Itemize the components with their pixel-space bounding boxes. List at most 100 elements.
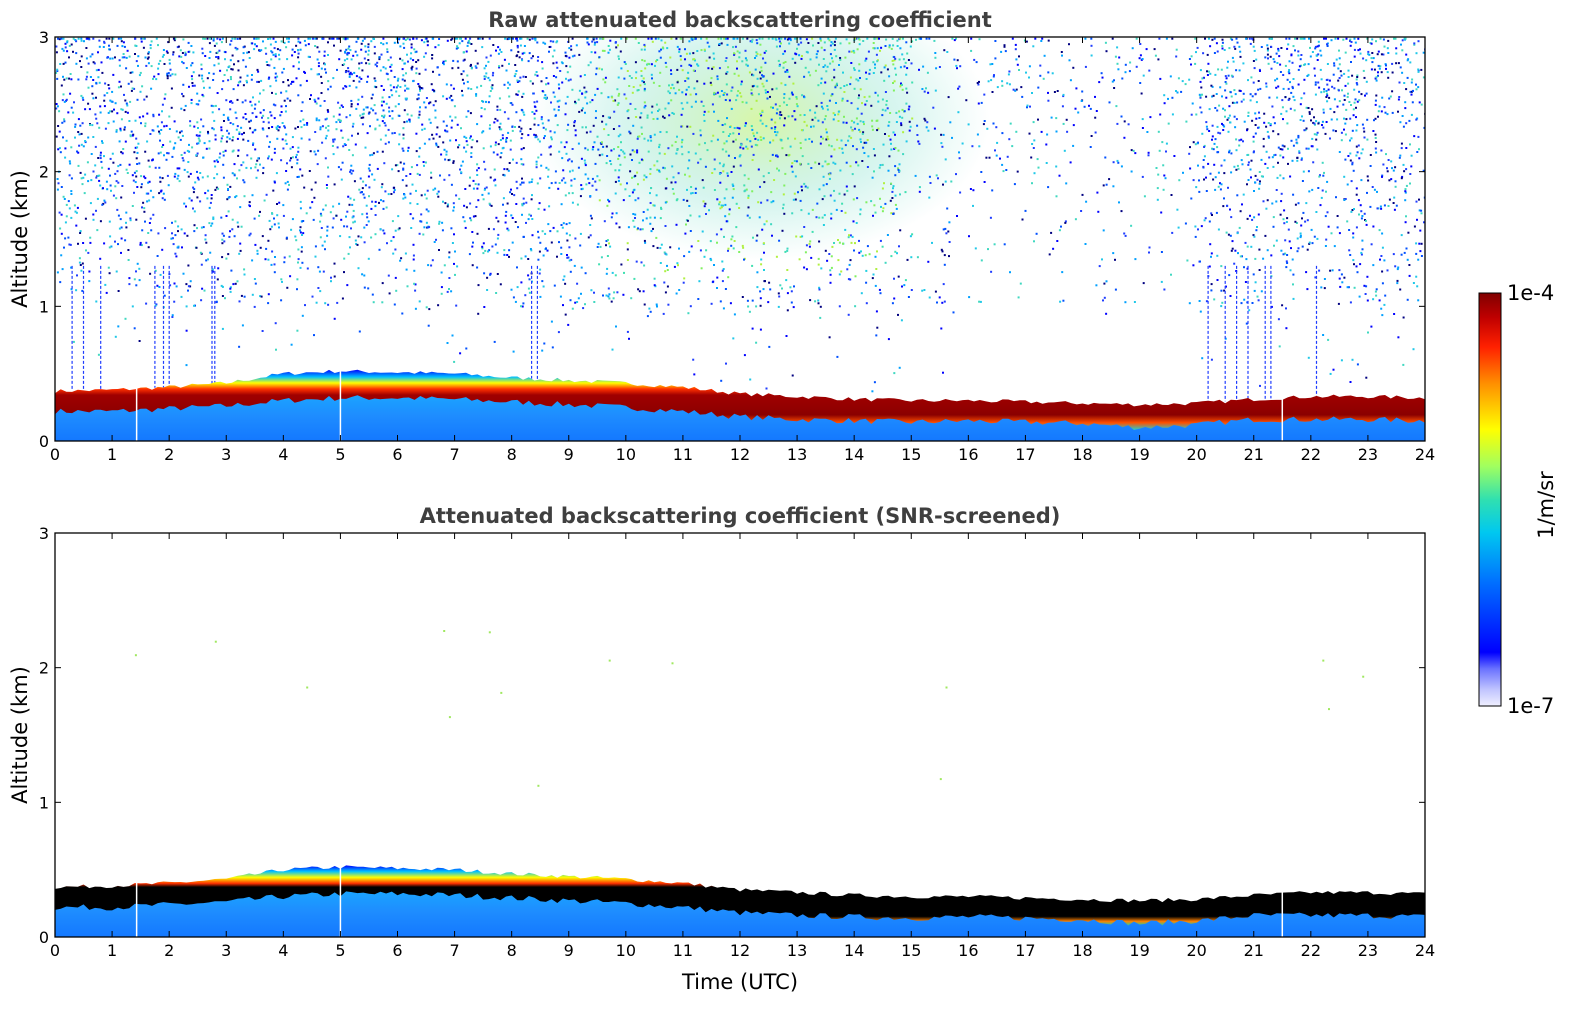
noise-pixel	[1363, 136, 1366, 139]
noise-pixel	[540, 164, 543, 167]
noise-pixel	[1001, 80, 1004, 83]
noise-pixel	[502, 173, 505, 176]
noise-pixel	[678, 247, 680, 250]
noise-pixel	[798, 54, 801, 57]
noise-pixel	[173, 175, 176, 178]
noise-pixel	[320, 67, 323, 70]
noise-pixel	[652, 204, 655, 207]
noise-pixel	[521, 181, 523, 184]
noise-pixel	[1231, 56, 1234, 59]
noise-pixel	[331, 226, 334, 229]
noise-pixel	[1408, 264, 1411, 266]
noise-pixel	[711, 67, 714, 70]
noise-pixel	[535, 166, 538, 169]
noise-pixel	[934, 56, 937, 59]
noise-pixel	[240, 126, 243, 129]
noise-pixel	[59, 63, 62, 65]
noise-pixel	[707, 110, 710, 113]
noise-pixel	[1205, 125, 1208, 128]
noise-pixel	[129, 217, 132, 220]
noise-pixel	[709, 257, 712, 260]
noise-pixel	[878, 166, 881, 169]
noise-pixel	[573, 177, 576, 180]
noise-pixel	[286, 58, 289, 61]
noise-pixel	[444, 158, 447, 161]
noise-pixel	[669, 56, 672, 59]
noise-pixel	[533, 37, 536, 40]
noise-pixel	[469, 37, 472, 40]
noise-pixel	[780, 138, 783, 141]
noise-pixel	[864, 254, 867, 257]
noise-pixel	[418, 232, 421, 235]
noise-pixel	[1423, 221, 1425, 224]
noise-pixel	[548, 186, 551, 189]
noise-pixel	[971, 145, 974, 148]
noise-pixel	[646, 208, 649, 211]
noise-pixel	[1064, 221, 1067, 224]
noise-pixel	[545, 77, 548, 79]
noise-pixel	[254, 243, 257, 246]
noise-pixel	[345, 85, 348, 88]
noise-pixel	[367, 220, 370, 223]
noise-pixel	[634, 61, 637, 64]
noise-pixel	[1036, 158, 1039, 161]
noise-pixel	[844, 144, 847, 147]
noise-pixel	[420, 87, 423, 89]
noise-pixel	[1337, 37, 1340, 40]
noise-pixel	[240, 225, 243, 228]
noise-pixel	[882, 207, 885, 210]
noise-pixel	[193, 230, 196, 233]
noise-pixel	[617, 44, 619, 47]
noise-pixel	[1278, 345, 1281, 348]
noise-pixel	[1367, 53, 1370, 56]
noise-pixel	[370, 107, 373, 110]
noise-pixel	[597, 242, 600, 245]
noise-pixel	[81, 289, 84, 292]
noise-pixel	[1008, 83, 1011, 86]
noise-pixel	[620, 37, 623, 40]
noise-pixel	[718, 162, 721, 165]
noise-pixel	[826, 105, 829, 107]
noise-pixel	[1406, 258, 1409, 261]
noise-pixel	[452, 202, 455, 205]
noise-pixel	[972, 189, 975, 192]
noise-pixel	[672, 112, 675, 115]
noise-pixel	[565, 77, 567, 80]
noise-pixel	[275, 128, 278, 130]
noise-pixel	[814, 116, 817, 119]
noise-pixel	[1399, 66, 1402, 69]
noise-pixel	[1246, 301, 1249, 304]
noise-pixel	[607, 96, 610, 99]
noise-pixel	[487, 227, 490, 230]
noise-pixel	[349, 197, 352, 200]
noise-pixel	[855, 117, 858, 120]
noise-pixel	[1394, 185, 1397, 188]
noise-pixel	[830, 255, 833, 258]
noise-pixel	[935, 174, 938, 177]
noise-pixel	[323, 54, 326, 57]
noise-pixel	[786, 38, 789, 41]
noise-pixel	[623, 271, 625, 274]
noise-pixel	[1046, 133, 1049, 136]
noise-pixel	[465, 150, 468, 153]
noise-pixel	[218, 108, 221, 111]
noise-pixel	[1420, 209, 1423, 212]
noise-pixel	[632, 124, 635, 127]
noise-pixel	[429, 101, 432, 104]
noise-pixel	[325, 134, 328, 137]
noise-pixel	[407, 87, 410, 90]
noise-pixel	[80, 94, 83, 97]
noise-pixel	[350, 172, 353, 175]
noise-pixel	[958, 85, 961, 88]
noise-pixel	[530, 181, 533, 183]
noise-pixel	[383, 232, 386, 235]
noise-pixel	[1147, 151, 1150, 154]
noise-pixel	[80, 177, 83, 180]
noise-pixel	[287, 79, 289, 82]
noise-pixel	[676, 68, 679, 71]
noise-pixel	[370, 236, 373, 239]
noise-pixel	[872, 72, 875, 74]
noise-pixel	[951, 37, 954, 40]
noise-pixel	[415, 132, 418, 135]
noise-pixel	[496, 105, 499, 108]
